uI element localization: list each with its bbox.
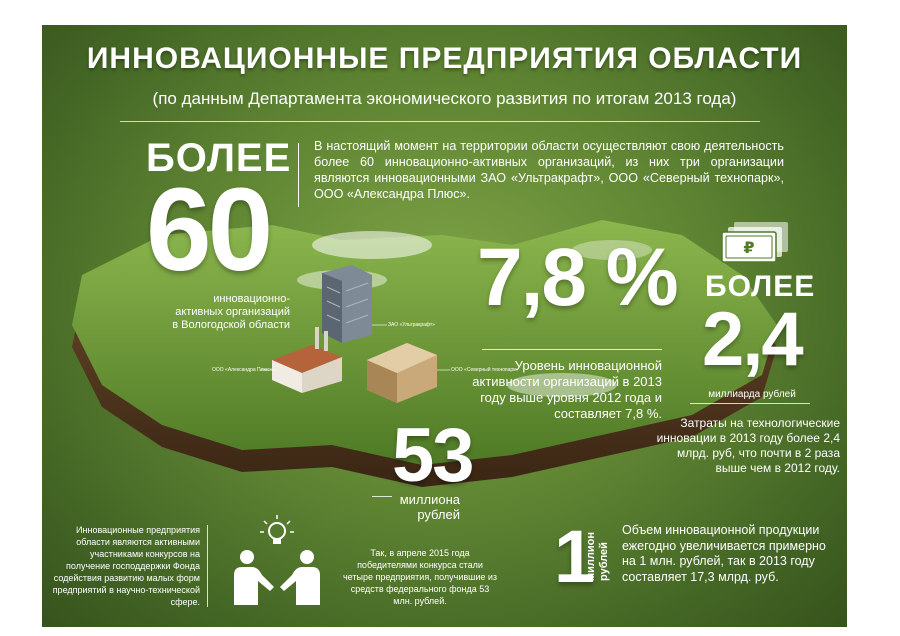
grants-caption: Так, в апреле 2015 года победителями кон… (342, 547, 498, 607)
costs-value: 2,4 (702, 302, 802, 378)
orgs-value: 60 (146, 171, 269, 289)
grants-unit-line2: рублей (382, 507, 460, 522)
building-ultracraft (322, 265, 372, 343)
orgs-caption-line3: в Вологодской области (160, 319, 290, 332)
map-label-alexandra: ООО «Александра Плюс» (212, 367, 273, 373)
orgs-caption-line2: активных организаций (160, 306, 290, 319)
title-divider (120, 121, 760, 122)
page-title: ИННОВАЦИОННЫЕ ПРЕДПРИЯТИЯ ОБЛАСТИ (42, 42, 847, 76)
products-unit-line1: миллион (585, 532, 597, 581)
activity-caption: Уровень инновационной активности организ… (472, 358, 662, 422)
intro-divider (298, 143, 299, 207)
contests-caption: Инновационные предприятия области являют… (50, 524, 200, 608)
currency-symbol: ₽ (743, 238, 754, 257)
handshake-illustration (222, 515, 332, 615)
costs-unit: миллиарда рублей (702, 389, 802, 400)
infographic-poster: ЗАО «Ультракрафт» ООО «Александра Плюс» … (42, 25, 847, 627)
costs-divider (690, 403, 810, 404)
grants-unit: миллиона рублей (382, 492, 460, 522)
costs-caption: Затраты на технологические инновации в 2… (650, 416, 840, 476)
intro-text: В настоящий момент на территории области… (314, 138, 784, 202)
products-caption: Объем инновационной продукции ежегодно у… (622, 523, 842, 585)
contests-divider (207, 525, 208, 607)
page-subtitle: (по данным Департамента экономического р… (42, 89, 847, 109)
orgs-caption: инновационно- активных организаций в Вол… (160, 293, 290, 332)
orgs-caption-line1: инновационно- (160, 293, 290, 306)
map-label-ultracraft: ЗАО «Ультракрафт» (388, 322, 435, 328)
handshake-icon (234, 550, 320, 605)
products-unit-line2: рублей (598, 542, 610, 581)
lightbulb-icon (260, 515, 294, 544)
activity-value: 7,8 % (477, 237, 677, 319)
grants-value: 53 (392, 418, 473, 494)
grants-unit-line1: миллиона (382, 492, 460, 507)
banknote-icon: ₽ (720, 220, 790, 266)
activity-divider (482, 349, 662, 350)
